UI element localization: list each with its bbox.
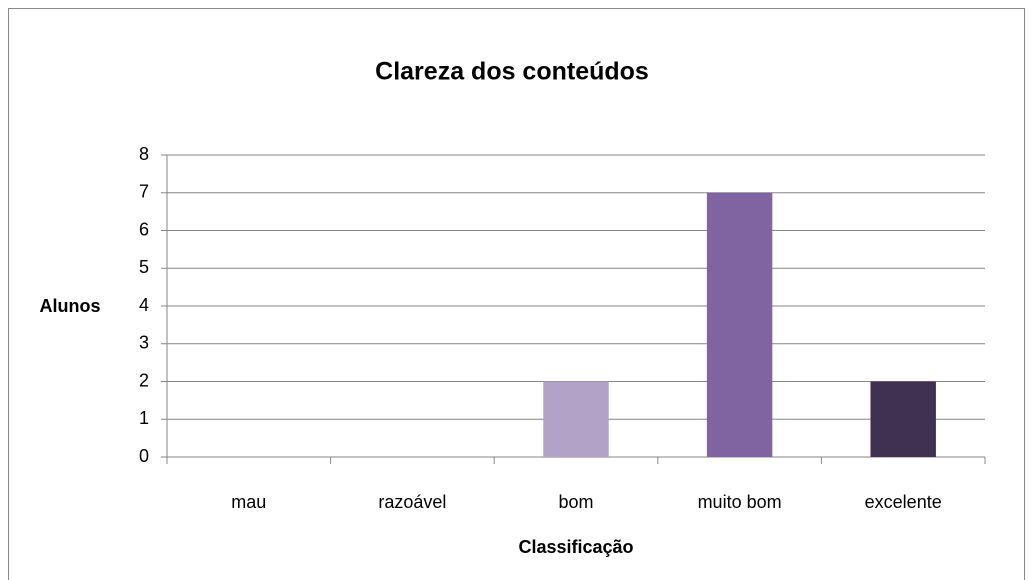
x-tick-label: razoável <box>378 492 446 512</box>
y-tick-label: 7 <box>139 182 149 202</box>
y-tick-label: 1 <box>139 408 149 428</box>
chart-frame <box>8 8 1025 580</box>
chart-title: Clareza dos conteúdos <box>375 58 649 86</box>
bar <box>870 381 936 457</box>
x-tick-label: muito bom <box>698 492 782 512</box>
y-tick-label: 0 <box>139 446 149 466</box>
bar <box>543 381 609 457</box>
y-tick-label: 3 <box>139 333 149 353</box>
x-tick-label: mau <box>231 492 266 512</box>
y-axis-label: Alunos <box>40 296 101 316</box>
bar <box>706 192 773 457</box>
y-tick-label: 6 <box>139 219 149 239</box>
y-tick-label: 8 <box>139 144 149 164</box>
x-tick-label: excelente <box>865 492 942 512</box>
y-tick-label: 5 <box>139 257 149 277</box>
x-axis-label: Classificação <box>518 537 633 557</box>
x-tick-label: bom <box>558 492 593 512</box>
y-tick-label: 2 <box>139 370 149 390</box>
y-tick-label: 4 <box>139 295 149 315</box>
